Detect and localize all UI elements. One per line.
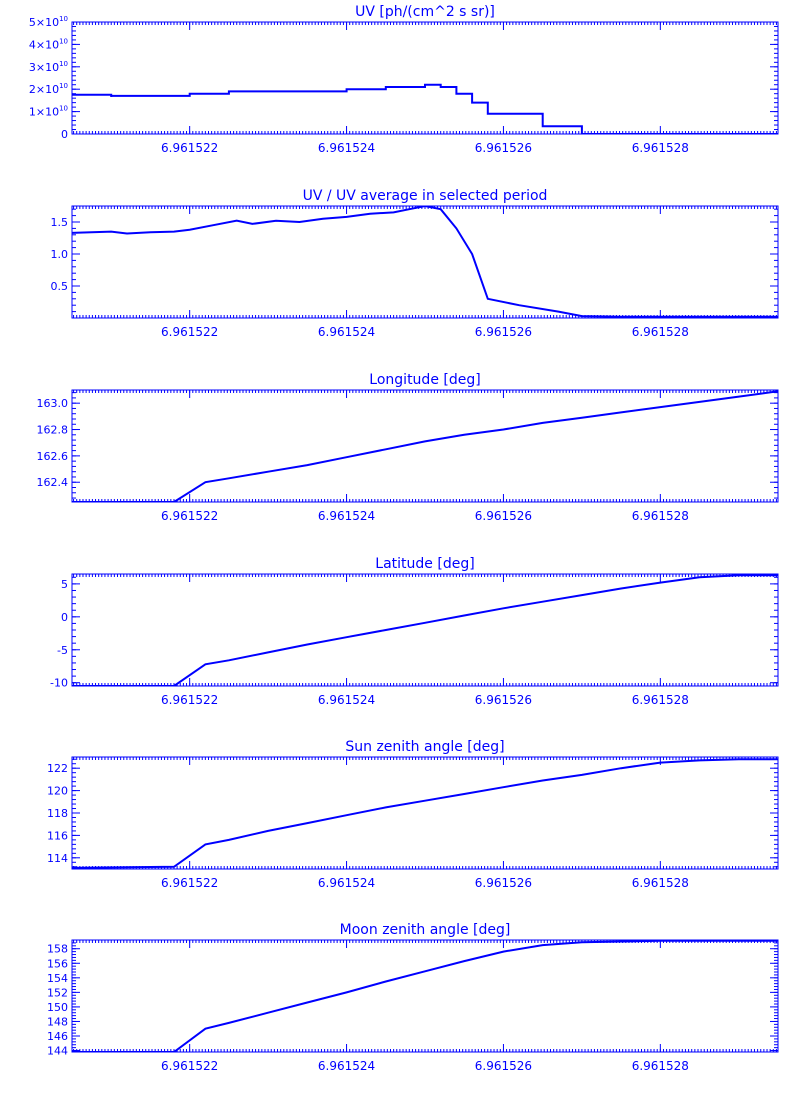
- x-tick-label: 6.961526: [475, 693, 532, 707]
- x-tick-label: 6.961526: [475, 1059, 532, 1073]
- y-tick-mantissa: 1×10: [29, 106, 59, 119]
- x-tick-label: 6.961526: [475, 141, 532, 155]
- x-tick-label: 6.961522: [161, 693, 218, 707]
- y-tick-label: 150: [47, 1001, 68, 1014]
- series-line: [72, 940, 778, 1052]
- plot-frame: [71, 939, 779, 1053]
- y-tick-label: -10: [50, 677, 68, 690]
- y-tick-label: 122: [47, 762, 68, 775]
- y-tick-exponent: 10: [59, 105, 68, 113]
- y-tick-label: 152: [47, 986, 68, 999]
- x-tick-label: 6.961528: [632, 693, 689, 707]
- series-line: [72, 758, 778, 869]
- series-line: [72, 206, 778, 318]
- y-tick-label: 162.4: [37, 476, 69, 489]
- y-tick-label: 148: [47, 1015, 68, 1028]
- y-tick-exponent: 10: [59, 15, 68, 23]
- x-tick-label: 6.961524: [318, 693, 375, 707]
- x-tick-label: 6.961522: [161, 141, 218, 155]
- y-tick-label: 116: [47, 829, 68, 842]
- plot-frame: [71, 389, 779, 503]
- plot-frame: [71, 21, 779, 135]
- y-tick-label: 162.6: [37, 450, 69, 463]
- y-tick-label: 1.0: [51, 248, 69, 261]
- chart-title: Latitude [deg]: [375, 556, 474, 572]
- y-tick-mantissa: 2×10: [29, 83, 59, 96]
- plot-frame: [71, 205, 779, 319]
- y-tick-mantissa: 5×10: [29, 16, 59, 29]
- x-tick-label: 6.961522: [161, 325, 218, 339]
- y-tick-mantissa: 4×10: [29, 38, 59, 51]
- y-tick-label: 154: [47, 972, 68, 985]
- chart-title: Longitude [deg]: [369, 372, 480, 388]
- y-tick-label: 1×1010: [29, 105, 68, 119]
- chart-panel-6: Moon zenith angle [deg] 6.961522 6.961524 6…: [47, 922, 779, 1073]
- y-tick-label: 120: [47, 785, 68, 798]
- y-tick-label: 3×1010: [29, 60, 68, 74]
- series-line: [72, 83, 778, 134]
- x-tick-label: 6.961528: [632, 509, 689, 523]
- x-tick-label: 6.961522: [161, 509, 218, 523]
- x-tick-label: 6.961528: [632, 1059, 689, 1073]
- y-tick-label: 158: [47, 943, 68, 956]
- x-tick-label: 6.961522: [161, 1059, 218, 1073]
- x-tick-label: 6.961526: [475, 325, 532, 339]
- y-tick-exponent: 10: [59, 37, 68, 45]
- y-tick-label: 156: [47, 957, 68, 970]
- y-tick-exponent: 10: [59, 82, 68, 90]
- y-tick-label: 5: [61, 578, 68, 591]
- y-tick-label: 162.8: [37, 424, 69, 437]
- chart-title: UV [ph/(cm^2 s sr)]: [355, 4, 495, 20]
- plot-frame: [71, 756, 779, 870]
- y-tick-label: 0: [61, 128, 68, 141]
- y-tick-label: 144: [47, 1045, 68, 1058]
- chart-panel-5: Sun zenith angle [deg] 6.961522 6.961524 6.…: [47, 739, 779, 890]
- chart-panel-1: UV [ph/(cm^2 s sr)] 6.961522 6.961524 6.961…: [29, 4, 779, 155]
- chart-title: Moon zenith angle [deg]: [340, 922, 511, 938]
- x-tick-label: 6.961526: [475, 509, 532, 523]
- series-line: [72, 574, 778, 686]
- x-tick-label: 6.961528: [632, 876, 689, 890]
- plot-frame: [71, 573, 779, 687]
- x-tick-label: 6.961526: [475, 876, 532, 890]
- x-tick-label: 6.961524: [318, 325, 375, 339]
- y-tick-label: 0: [61, 611, 68, 624]
- x-tick-label: 6.961524: [318, 509, 375, 523]
- y-tick-label: 114: [47, 852, 68, 865]
- x-tick-label: 6.961522: [161, 876, 218, 890]
- y-tick-label: 4×1010: [29, 37, 68, 51]
- series-line: [72, 390, 778, 502]
- chart-panel-2: UV / UV average in selected period 6.9615…: [51, 188, 779, 339]
- y-tick-label: 163.0: [37, 397, 69, 410]
- chart-panel-3: Longitude [deg] 6.961522 6.961524 6.961526 6…: [37, 372, 779, 523]
- x-tick-label: 6.961528: [632, 141, 689, 155]
- x-tick-label: 6.961524: [318, 141, 375, 155]
- y-tick-label: 0.5: [51, 280, 69, 293]
- chart-title: UV / UV average in selected period: [303, 188, 548, 204]
- y-tick-label: 146: [47, 1030, 68, 1043]
- x-tick-label: 6.961524: [318, 876, 375, 890]
- y-tick-label: 118: [47, 807, 68, 820]
- y-tick-mantissa: 3×10: [29, 61, 59, 74]
- x-tick-label: 6.961528: [632, 325, 689, 339]
- x-tick-label: 6.961524: [318, 1059, 375, 1073]
- y-tick-label: -5: [57, 644, 68, 657]
- chart-panel-4: Latitude [deg] 6.961522 6.961524 6.961526 6.…: [50, 556, 779, 707]
- y-tick-label: 5×1010: [29, 15, 68, 29]
- y-tick-exponent: 10: [59, 60, 68, 68]
- chart-title: Sun zenith angle [deg]: [345, 739, 504, 755]
- y-tick-label: 2×1010: [29, 82, 68, 96]
- y-tick-label: 1.5: [51, 216, 69, 229]
